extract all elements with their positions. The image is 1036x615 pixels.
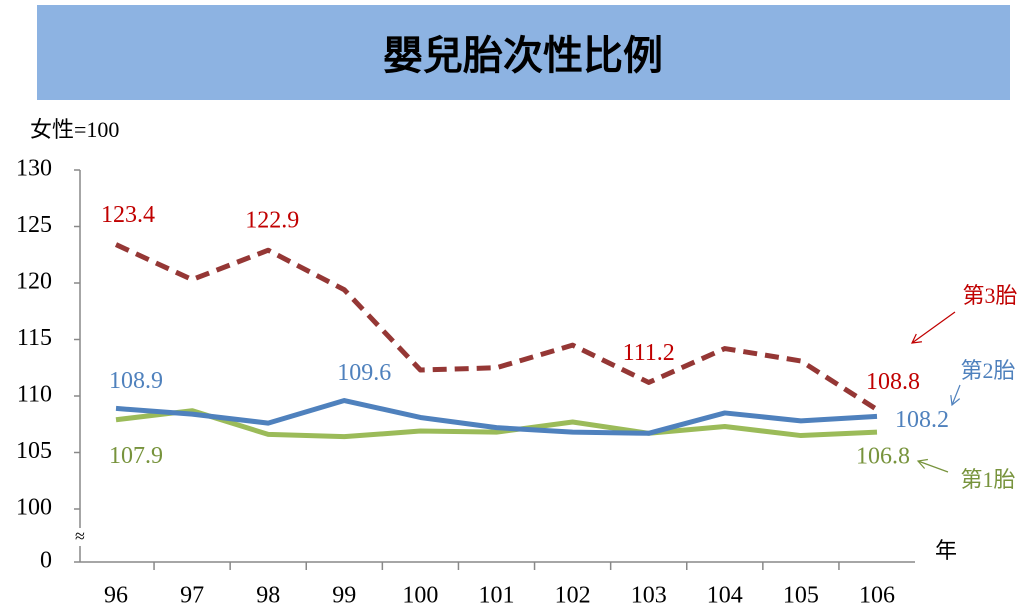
- y-tick-label: 0: [40, 548, 52, 574]
- y-tick-label: 100: [16, 495, 52, 521]
- legend-arrowhead: [910, 333, 922, 344]
- series-line: [114, 242, 879, 412]
- series-line: [115, 398, 878, 436]
- x-tick-label: 96: [104, 583, 128, 609]
- data-label: 107.9: [109, 443, 163, 469]
- data-label: 111.2: [623, 340, 675, 366]
- x-tick-label: 98: [256, 583, 280, 609]
- y-axis-label: 女性=100: [30, 117, 119, 142]
- data-label: 106.8: [856, 444, 910, 470]
- data-label: 108.8: [866, 369, 920, 395]
- legend-arrow: [911, 311, 956, 344]
- axis-break: ≈: [75, 526, 85, 546]
- data-label: 123.4: [101, 202, 155, 228]
- x-tick-label: 101: [479, 583, 515, 609]
- data-label: 109.6: [337, 360, 391, 386]
- y-tick-label: 120: [16, 269, 52, 295]
- legend-label: 第1胎: [960, 467, 1015, 492]
- x-tick-label: 105: [783, 583, 819, 609]
- series-line: [115, 408, 878, 440]
- x-tick-label: 100: [402, 583, 438, 609]
- legend-label: 第3胎: [962, 283, 1017, 308]
- y-tick-label: 130: [16, 156, 52, 182]
- x-tick-label: 106: [859, 583, 895, 609]
- y-tick-label: 110: [17, 382, 52, 408]
- x-tick-label: 102: [555, 583, 591, 609]
- data-label: 108.2: [895, 407, 949, 433]
- y-tick-label: 105: [16, 438, 52, 464]
- x-tick-label: 97: [180, 583, 204, 609]
- x-tick-label: 104: [707, 583, 743, 609]
- data-label: 122.9: [245, 208, 299, 234]
- legend-label: 第2胎: [960, 358, 1015, 383]
- chart-title: 嬰兒胎次性比例: [383, 33, 663, 78]
- y-tick-label: 115: [17, 325, 52, 351]
- legend-arrowhead: [950, 394, 961, 407]
- title-banner: [37, 5, 1010, 100]
- x-tick-label: 103: [631, 583, 667, 609]
- legend-arrow: [917, 460, 949, 473]
- y-tick-label: 125: [16, 212, 52, 238]
- legend-arrowhead: [916, 458, 928, 469]
- data-label: 108.9: [109, 368, 163, 394]
- x-tick-label: 99: [332, 583, 356, 609]
- legend-arrow: [951, 384, 961, 406]
- x-axis-label: 年: [935, 538, 957, 563]
